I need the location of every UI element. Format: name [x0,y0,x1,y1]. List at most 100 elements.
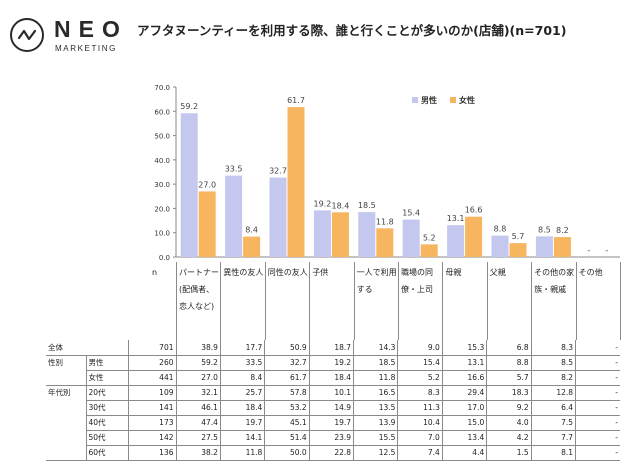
table-row: 全体 701 38.9 17.7 50.9 18.7 14.3 9.0 15.3 6.8 8.3- [46,340,620,356]
row-group [46,415,86,430]
bar-female [553,237,571,257]
data-label: 18.4 [331,201,349,210]
table-cell: 32.1 [175,385,221,401]
y-tick-label: 50.0 [154,133,170,141]
table-cell: 18.4 [219,400,265,416]
table-row: 40代 173 47.4 19.7 45.1 19.7 13.9 10.4 15.0 4.0 7.5… [46,415,620,431]
row-group: 全体 [46,340,86,356]
table-cell: 11.3 [397,400,443,416]
category-label: 子供 [312,268,329,277]
table-cell: 27.5 [175,430,221,446]
table-cell: - [575,430,620,446]
data-label: 33.5 [225,165,243,174]
table-cell: 6.4 [530,400,576,416]
row-group [46,430,86,445]
data-label: - [587,246,590,255]
table-cell: 4.4 [441,445,487,461]
bar-male [491,235,509,257]
table-cell: 18.7 [308,340,354,356]
row-n: 141 [127,400,176,416]
data-label: 8.4 [245,226,258,235]
table-cell: - [575,400,620,416]
table-cell: 19.7 [308,415,354,431]
bar-male [225,175,243,257]
table-cell: 16.6 [441,370,487,386]
column-divider [398,262,399,340]
row-n: 142 [127,430,176,446]
table-cell: 6.8 [486,340,532,356]
data-label: 8.8 [494,225,507,234]
data-label: 5.7 [512,232,525,241]
y-tick-label: 40.0 [154,157,170,165]
table-cell: 14.3 [353,340,398,356]
table-cell: 14.9 [308,400,354,416]
table-cell: - [575,385,620,401]
row-n: 109 [127,385,176,401]
table-cell: 11.8 [353,370,398,386]
table-row: 60代 136 38.2 11.8 50.0 22.8 12.5 7.4 4.4 1.5 8.1- [46,445,620,461]
data-label: 18.5 [358,201,376,210]
table-cell: 12.8 [530,385,576,401]
table-row: 性別 男性 260 59.2 33.5 32.7 19.2 18.5 15.4 13.1 8.8 8.… [46,355,620,371]
table-cell: 17.0 [441,400,487,416]
chart-title: アフタヌーンティーを利用する際、誰と行くことが多いのか(店舗)(n=701) [137,23,567,38]
row-group: 年代別 [48,388,71,398]
table-row: 50代 142 27.5 14.1 51.4 23.9 15.5 7.0 13.4 4.2 7.7- [46,430,620,446]
y-tick-label: 60.0 [154,108,170,116]
data-label: 61.7 [287,96,305,105]
column-divider [354,262,355,340]
table-cell: 38.9 [175,340,221,356]
column-divider [531,262,532,340]
brand-name: NEO [54,16,128,42]
table-cell: 27.0 [175,370,221,386]
row-n: 136 [127,445,176,461]
table-cell: 8.4 [219,370,265,386]
row-n: 173 [127,415,176,431]
table-cell: 8.1 [530,445,576,461]
table-cell: 17.7 [219,340,265,356]
row-n: 260 [127,355,176,371]
bar-male [180,113,198,257]
category-label: 職場の同僚・上司 [401,268,433,294]
table-cell: 19.2 [308,355,354,371]
column-divider [576,262,577,340]
column-divider [220,262,221,340]
zigzag-circle-icon [10,18,44,52]
table-cell: 15.0 [441,415,487,431]
table-cell: 47.4 [175,415,221,431]
table-cell: 13.5 [353,400,398,416]
bar-male [269,177,287,257]
column-divider [620,262,621,340]
bar-female [465,216,483,257]
category-label: 同性の友人 [267,268,308,277]
bar-female [331,212,349,257]
legend-swatch-female [450,97,456,103]
brand-logo: NEO MARKETING [10,14,120,62]
table-cell: 22.8 [308,445,354,461]
bar-male [535,236,553,257]
data-label: 27.0 [198,180,216,189]
bar-female [509,243,527,257]
table-cell: 18.5 [353,355,398,371]
category-label: 父親 [489,268,506,277]
data-label: - [605,246,608,255]
table-cell: 9.0 [397,340,443,356]
table-cell: 59.2 [175,355,221,371]
table-cell: 33.5 [219,355,265,371]
row-n: 441 [127,370,176,386]
column-divider [265,262,266,340]
table-cell: 8.3 [530,340,576,356]
table-cell: 5.7 [486,370,532,386]
table-cell: - [575,340,620,356]
table-cell: 15.4 [397,355,443,371]
table-cell: 50.0 [264,445,310,461]
row-group [46,400,86,415]
table-row: 年代別 20代 109 32.1 25.7 57.8 10.1 16.5 8.3 29.4 18.3… [46,385,620,401]
row-n: 701 [127,340,176,356]
bar-male [402,219,420,257]
bar-female [420,244,438,257]
table-cell: 7.4 [397,445,443,461]
data-label: 32.7 [269,167,287,176]
table-cell: 57.8 [264,385,310,401]
bar-female [287,107,305,258]
